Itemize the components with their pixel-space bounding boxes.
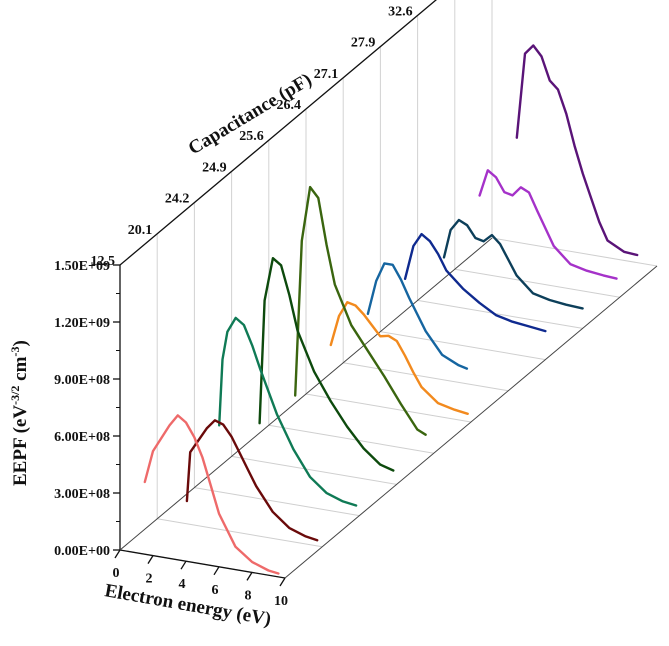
z-tick-label: 32.6 (388, 4, 413, 19)
x-tick-label: 2 (146, 572, 153, 587)
series-line-32-6 (442, 218, 584, 310)
z-tick-label: 26.4 (277, 98, 302, 113)
x-tick-label: 4 (179, 577, 186, 592)
series-line-27-1 (366, 262, 469, 370)
y-tick-label: 1.50E+09 (54, 259, 110, 274)
y-tick-label: 6.00E+08 (54, 430, 110, 445)
y-axis-title-sup1: -3/2 (8, 386, 22, 405)
floor-gridline (157, 518, 323, 548)
series-line-27-9 (403, 232, 547, 333)
floor-gridline (268, 424, 434, 454)
x-tick (180, 560, 187, 570)
series-line-26-4 (329, 301, 469, 415)
y-tick-label: 1.20E+09 (54, 316, 110, 331)
y-axis-title-sup2: -3 (8, 347, 22, 357)
floor-gridline (454, 268, 620, 298)
y-axis-title-end: ) (10, 340, 31, 346)
series-line-39-9 (515, 44, 639, 257)
y-tick-label: 9.00E+08 (54, 373, 110, 388)
x-tick-label: 6 (212, 583, 219, 598)
x-tick-label: 0 (113, 566, 120, 581)
y-axis-title: EEPF (eV-3/2 cm-3) (8, 340, 31, 486)
z-tick-label: 12.5 (91, 254, 116, 269)
x-tick (147, 555, 154, 564)
series-line-24-2 (217, 316, 358, 507)
series-line-12-5 (143, 414, 280, 575)
floor-back-edge (119, 237, 493, 551)
x-tick (213, 566, 220, 576)
z-tick-label: 24.9 (202, 160, 227, 175)
z-axis-title: Capacitance (pF) (185, 69, 316, 159)
series-layer (143, 44, 639, 575)
x-tick (246, 572, 253, 581)
floor-gridline (194, 487, 360, 517)
axes-layer (113, 0, 658, 587)
x-tick (279, 577, 286, 587)
x-axis-line (119, 549, 286, 579)
y-tick-label: 0.00E+00 (54, 544, 110, 559)
floor-front-edge (284, 265, 658, 579)
z-tick-label: 27.9 (351, 36, 376, 51)
y-axis-title-mid: cm (10, 356, 31, 385)
floor-gridline (380, 331, 546, 361)
series-line-36 (478, 169, 618, 280)
tick-labels: 0.00E+00 3.00E+08 6.00E+08 9.00E+08 1.20E+09… (54, 4, 413, 609)
x-tick-label: 8 (245, 588, 252, 603)
series-line-25-6 (294, 185, 427, 436)
x-tick (114, 549, 121, 559)
z-tick-label: 25.6 (239, 129, 264, 144)
floor-gridline (305, 393, 472, 423)
floor-gridline (231, 455, 397, 485)
z-tick-label: 27.1 (314, 67, 339, 82)
z-tick-label: 24.2 (165, 192, 190, 207)
z-axis-line (119, 0, 437, 266)
y-tick-label: 3.00E+08 (54, 487, 110, 502)
x-tick-label: 10 (274, 594, 288, 609)
floor-gridline (491, 237, 658, 267)
floor-gridline (343, 362, 509, 392)
floor-gridline (417, 299, 583, 329)
y-axis-title-main: EEPF (eV (10, 405, 31, 486)
series-line-20-1 (185, 419, 319, 542)
series-line-24-9 (258, 257, 395, 472)
z-tick-label: 20.1 (128, 223, 153, 238)
